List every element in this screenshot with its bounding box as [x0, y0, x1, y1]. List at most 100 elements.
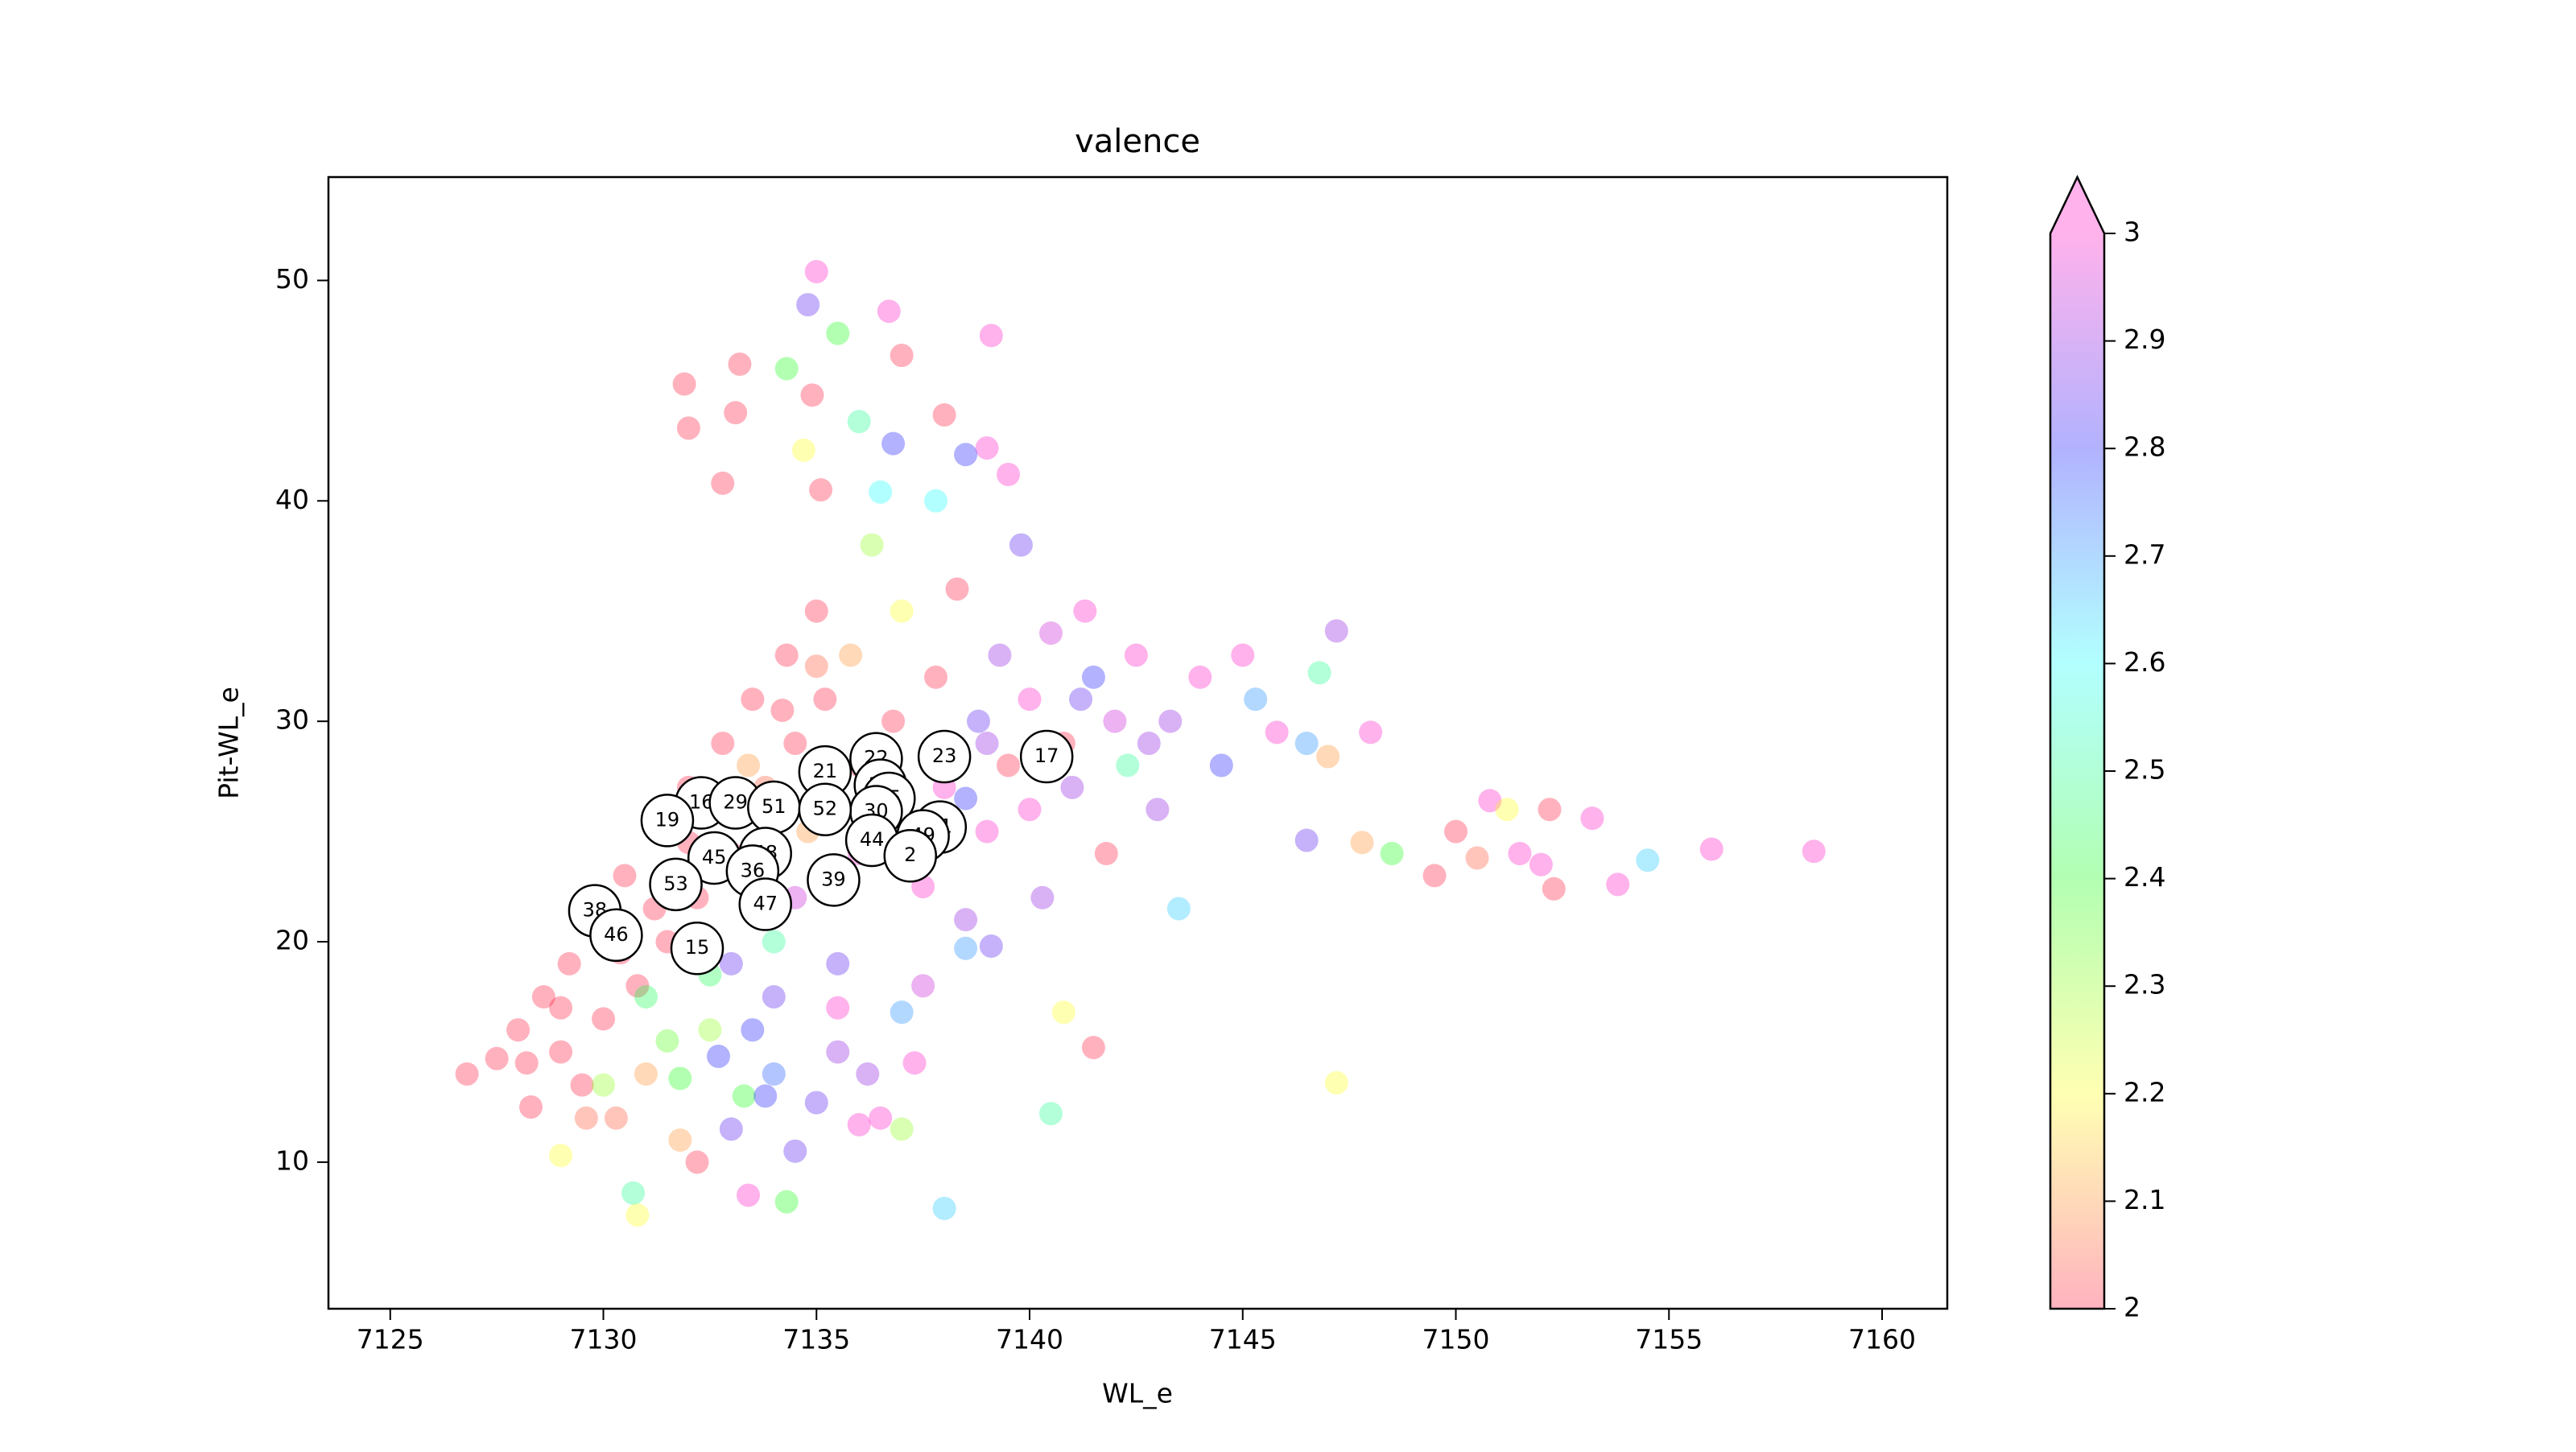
- colorbar-tick-label: 2.8: [2124, 431, 2165, 463]
- colorbar-tick-label: 2: [2124, 1292, 2140, 1323]
- point: [997, 462, 1021, 486]
- point: [979, 324, 1003, 348]
- point: [625, 1203, 650, 1227]
- annotation-marker: [670, 921, 724, 976]
- point: [997, 753, 1021, 778]
- point: [1231, 643, 1255, 667]
- points: [455, 259, 1826, 1227]
- annotation-label: 17: [1034, 745, 1059, 767]
- x-tick-label: 7135: [782, 1324, 850, 1355]
- point: [774, 643, 799, 667]
- point: [741, 1018, 765, 1042]
- point: [719, 951, 743, 976]
- point: [1038, 621, 1063, 646]
- point: [890, 1000, 914, 1025]
- point: [676, 416, 700, 440]
- point: [800, 383, 824, 407]
- point: [783, 1139, 807, 1163]
- point: [706, 1044, 730, 1068]
- point: [711, 732, 735, 756]
- point: [762, 930, 786, 954]
- point: [988, 643, 1012, 667]
- colorbar-tick-label: 2.5: [2124, 754, 2165, 786]
- point: [1081, 1035, 1105, 1059]
- point: [869, 480, 893, 504]
- point: [1081, 665, 1105, 689]
- annotation-label: 45: [702, 846, 727, 868]
- point: [685, 1150, 709, 1174]
- point: [672, 372, 696, 396]
- point: [557, 951, 581, 976]
- point: [1030, 885, 1055, 910]
- annotation-label: 53: [663, 872, 688, 895]
- point: [519, 1095, 543, 1119]
- x-tick-label: 7155: [1635, 1324, 1703, 1355]
- x-tick-label: 7160: [1848, 1324, 1916, 1355]
- point: [668, 1066, 692, 1091]
- point: [770, 698, 795, 722]
- annotation-marker: [798, 782, 852, 836]
- point: [1699, 837, 1724, 861]
- point: [1038, 1102, 1063, 1126]
- x-axis-label: WL_e: [1102, 1378, 1173, 1409]
- colorbar-tick-label: 3: [2124, 217, 2140, 248]
- point: [1380, 841, 1404, 865]
- point: [1018, 687, 1042, 712]
- point: [1359, 720, 1383, 745]
- point: [604, 1106, 628, 1130]
- point: [1307, 661, 1331, 685]
- point: [932, 1196, 956, 1220]
- colorbar: [2050, 233, 2104, 1309]
- point: [1542, 877, 1566, 901]
- point: [774, 357, 799, 381]
- colorbar-tick-label: 2.7: [2124, 538, 2165, 570]
- annotation-marker: [640, 794, 695, 848]
- point: [954, 786, 978, 811]
- point: [954, 443, 978, 467]
- annotation-marker: [649, 857, 703, 912]
- point: [975, 819, 999, 844]
- point: [975, 732, 999, 756]
- x-tick-label: 7130: [570, 1324, 638, 1355]
- colorbar-tick-label: 2.1: [2124, 1184, 2165, 1215]
- point: [1802, 839, 1826, 864]
- point: [869, 1106, 893, 1130]
- annotation-label: 21: [813, 760, 838, 782]
- point: [932, 402, 956, 427]
- point: [924, 489, 948, 513]
- point: [1244, 687, 1268, 712]
- colorbar-tick-label: 2.9: [2124, 324, 2165, 355]
- point: [728, 353, 752, 377]
- point: [698, 1018, 722, 1042]
- point: [826, 996, 850, 1020]
- point: [1443, 819, 1468, 844]
- point: [753, 1084, 778, 1108]
- point: [804, 599, 828, 623]
- point: [1124, 643, 1148, 667]
- point: [741, 687, 765, 712]
- point: [1116, 753, 1140, 778]
- point: [1580, 806, 1604, 831]
- point: [1324, 619, 1348, 643]
- annotation-label: 51: [762, 795, 786, 818]
- annotation-label: 19: [655, 808, 680, 831]
- annotation-label: 23: [932, 745, 957, 767]
- point: [570, 1073, 594, 1097]
- point: [1069, 687, 1093, 712]
- point: [804, 259, 828, 283]
- point: [531, 984, 555, 1009]
- point: [1009, 533, 1033, 557]
- point: [485, 1046, 509, 1070]
- point: [732, 1084, 756, 1108]
- annotation-marker: [807, 853, 861, 907]
- y-tick-label: 10: [275, 1145, 309, 1176]
- point: [877, 299, 901, 324]
- point: [796, 293, 820, 317]
- point: [1166, 897, 1191, 921]
- point: [625, 974, 650, 998]
- point: [954, 908, 978, 932]
- point: [945, 577, 969, 601]
- point: [1051, 1000, 1075, 1025]
